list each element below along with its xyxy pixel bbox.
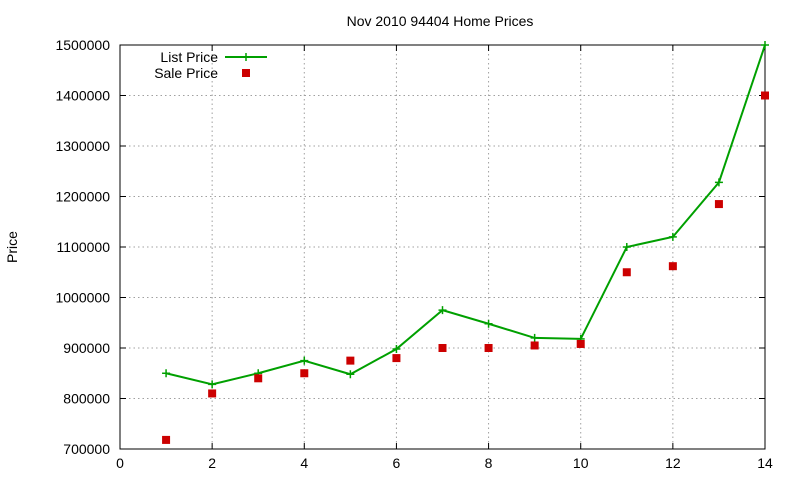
sale-price-point xyxy=(346,356,355,365)
y-tick-label: 800000 xyxy=(63,391,110,407)
sale-price-point xyxy=(484,344,493,352)
list-price-point xyxy=(208,380,217,389)
x-tick-label: 6 xyxy=(393,455,401,471)
x-tick-label: 14 xyxy=(757,455,773,471)
x-tick-label: 10 xyxy=(573,455,589,471)
sale-price-point xyxy=(300,369,309,378)
sale-price-point xyxy=(208,389,217,398)
sale-price-point xyxy=(668,262,677,271)
y-tick-label: 900000 xyxy=(63,340,110,356)
legend-swatch-sale-price xyxy=(242,69,250,77)
sale-price-point xyxy=(392,354,401,363)
y-tick-label: 1100000 xyxy=(57,239,111,255)
sale-price-point xyxy=(530,341,539,350)
x-tick-label: 2 xyxy=(208,455,216,471)
list-price-point xyxy=(300,356,309,365)
x-tick-label: 8 xyxy=(485,455,493,471)
chart-title: Nov 2010 94404 Home Prices xyxy=(347,13,534,29)
y-tick-label: 1400000 xyxy=(55,88,110,104)
list-price-point xyxy=(346,370,355,379)
grid-lines xyxy=(120,45,765,449)
list-price-point xyxy=(622,243,631,251)
list-price-point xyxy=(438,306,447,315)
list-price-point xyxy=(530,333,539,342)
list-price-point xyxy=(668,232,677,241)
x-tick-label: 12 xyxy=(665,455,681,471)
list-price-point xyxy=(162,369,171,378)
data-series xyxy=(162,41,769,444)
sale-price-point xyxy=(714,200,723,209)
list-price-point xyxy=(761,41,769,49)
y-tick-label: 1500000 xyxy=(55,37,110,53)
sale-price-point xyxy=(162,435,171,444)
legend-item-sale-price: Sale Price xyxy=(154,65,250,81)
x-tick-label: 0 xyxy=(116,455,124,471)
y-axis-label: Price xyxy=(4,231,20,263)
list-price-point xyxy=(484,319,493,328)
list-price-line xyxy=(165,44,766,386)
x-tick-label: 4 xyxy=(300,455,308,471)
y-tick-label: 700000 xyxy=(63,441,110,457)
sale-price-point xyxy=(761,91,769,100)
sale-price-point xyxy=(438,344,447,352)
y-tick-label: 1200000 xyxy=(55,189,110,205)
plot-frame xyxy=(119,44,766,450)
plot-border xyxy=(119,44,766,450)
sale-price-point xyxy=(254,374,263,383)
legend-item-list-price: List Price xyxy=(160,49,267,65)
sale-price-point xyxy=(622,268,631,277)
legend-label-sale-price: Sale Price xyxy=(154,65,218,81)
sale-price-point xyxy=(576,339,585,348)
list-price-point xyxy=(714,178,723,187)
y-tick-label: 1300000 xyxy=(55,138,110,154)
tick-marks: 0 2 4 6 8 10 12 14 700000 800000 900000 1000000 1100… xyxy=(55,37,773,471)
legend-label-list-price: List Price xyxy=(160,49,218,65)
list-price-point xyxy=(392,345,401,354)
y-tick-label: 1000000 xyxy=(55,290,110,306)
